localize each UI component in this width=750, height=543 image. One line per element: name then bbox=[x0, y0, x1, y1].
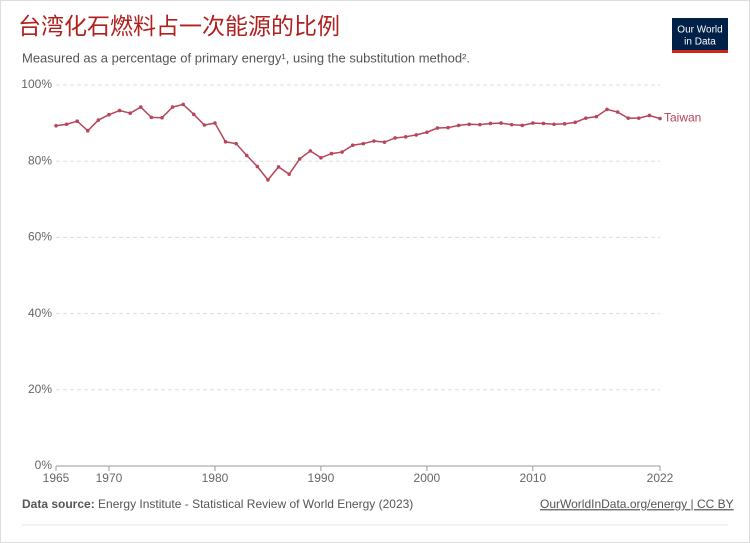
point bbox=[75, 119, 79, 123]
chart-subtitle: Measured as a percentage of primary ener… bbox=[22, 50, 470, 65]
point bbox=[488, 121, 493, 126]
point bbox=[149, 115, 154, 120]
point bbox=[276, 165, 281, 169]
point bbox=[308, 149, 313, 153]
logo-text: in Data bbox=[684, 37, 716, 48]
point bbox=[181, 102, 185, 107]
point bbox=[266, 178, 270, 182]
point bbox=[605, 107, 609, 112]
point bbox=[96, 118, 101, 122]
point bbox=[170, 105, 175, 109]
y-tick-label: 20% bbox=[28, 382, 52, 396]
point bbox=[223, 139, 228, 144]
x-tick-label: 2022 bbox=[647, 471, 674, 485]
point bbox=[594, 114, 599, 119]
point bbox=[372, 139, 376, 143]
point bbox=[647, 113, 652, 118]
point bbox=[562, 122, 567, 126]
point bbox=[403, 135, 408, 139]
logo bbox=[672, 18, 728, 52]
point bbox=[499, 121, 503, 125]
y-tick-label: 80% bbox=[28, 153, 52, 167]
point bbox=[107, 112, 111, 117]
source-label: Data source: bbox=[22, 497, 95, 511]
point bbox=[531, 121, 535, 125]
source: Data source: Energy Institute - Statisti… bbox=[22, 497, 413, 511]
point bbox=[329, 151, 334, 156]
point bbox=[626, 116, 631, 120]
chart-title: 台湾化石燃料占一次能源的比例 bbox=[18, 13, 340, 39]
point bbox=[85, 128, 90, 133]
point bbox=[319, 155, 323, 160]
point bbox=[393, 136, 397, 140]
source-text: Energy Institute - Statistical Review of… bbox=[98, 497, 413, 511]
x-tick-label: 1965 bbox=[43, 471, 70, 485]
point bbox=[340, 150, 344, 154]
point bbox=[191, 112, 196, 117]
x-tick-label: 1970 bbox=[96, 471, 123, 485]
y-tick-label: 100% bbox=[21, 77, 52, 91]
point bbox=[509, 122, 514, 127]
point bbox=[425, 130, 429, 135]
point bbox=[382, 140, 387, 144]
point bbox=[287, 172, 291, 176]
point bbox=[658, 116, 662, 121]
x-tick-label: 1980 bbox=[202, 471, 229, 485]
point bbox=[202, 123, 207, 127]
point bbox=[478, 122, 482, 127]
point bbox=[552, 122, 556, 127]
point bbox=[435, 126, 440, 130]
point bbox=[54, 123, 58, 128]
point bbox=[64, 122, 69, 127]
point bbox=[637, 116, 641, 120]
point bbox=[615, 110, 620, 114]
series-label: Taiwan bbox=[664, 111, 701, 125]
y-tick-label: 60% bbox=[28, 230, 52, 244]
point bbox=[446, 125, 450, 130]
x-tick-label: 2010 bbox=[519, 471, 546, 485]
point bbox=[584, 116, 588, 120]
line bbox=[55, 103, 661, 182]
y-tick-label: 0% bbox=[35, 458, 53, 472]
point bbox=[255, 164, 260, 169]
point bbox=[414, 133, 419, 137]
point bbox=[213, 121, 217, 125]
logo-text: Our World bbox=[677, 25, 722, 36]
point bbox=[297, 157, 302, 161]
point bbox=[520, 123, 525, 128]
x-tick-label: 2000 bbox=[414, 471, 441, 485]
point bbox=[128, 111, 132, 115]
point bbox=[244, 153, 249, 158]
point bbox=[573, 120, 578, 125]
logo-bar bbox=[672, 50, 728, 53]
x-tick-label: 1990 bbox=[308, 471, 335, 485]
point bbox=[361, 141, 366, 146]
point bbox=[138, 105, 143, 109]
point bbox=[234, 141, 238, 146]
point bbox=[350, 143, 355, 147]
y-tick-label: 40% bbox=[28, 306, 52, 320]
link[interactable]: OurWorldInData.org/energy | CC BY bbox=[540, 497, 734, 511]
point bbox=[541, 121, 546, 126]
point bbox=[456, 123, 461, 128]
point bbox=[160, 115, 164, 120]
point bbox=[117, 108, 122, 113]
point bbox=[467, 122, 472, 127]
